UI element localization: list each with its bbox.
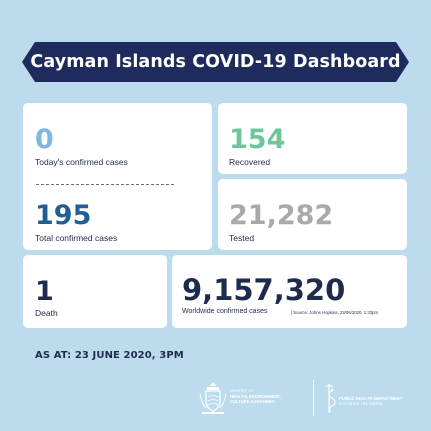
tested-value: 21,282 bbox=[229, 200, 334, 231]
divider bbox=[36, 184, 174, 185]
recovered-label: Recovered bbox=[229, 157, 271, 167]
phd-line-1: PUBLIC HEALTH DEPARTMENT bbox=[339, 396, 403, 401]
worldwide-source: | Source: Johns Hopkins, 23/06/2020, 1:3… bbox=[291, 310, 379, 315]
ministry-name: MINISTRY OF HEALTH, ENVIRONMENT, CULTURE… bbox=[230, 389, 281, 404]
tested-label: Tested bbox=[229, 233, 255, 243]
ministry-line-2: HEALTH, ENVIRONMENT, bbox=[230, 394, 281, 399]
caduceus-icon bbox=[324, 384, 336, 413]
page-title: Cayman Islands COVID-19 Dashboard bbox=[30, 52, 401, 72]
death-value: 1 bbox=[35, 276, 54, 307]
total-confirmed-value: 195 bbox=[35, 200, 92, 231]
confirmed-cases-card bbox=[23, 103, 212, 250]
worldwide-label: Worldwide confirmed cases bbox=[182, 308, 268, 315]
recovered-card bbox=[218, 103, 407, 174]
ministry-logo bbox=[198, 380, 228, 416]
phd-logo bbox=[322, 382, 336, 414]
ministry-line-3: CULTURE & HOUSING bbox=[230, 399, 275, 404]
ministry-line-1: MINISTRY OF bbox=[230, 389, 254, 393]
total-confirmed-label: Total confirmed cases bbox=[35, 233, 118, 243]
today-confirmed-label: Today's confirmed cases bbox=[35, 157, 128, 167]
logo-divider bbox=[313, 380, 314, 416]
phd-line-2: CAYMAN ISLANDS bbox=[339, 401, 383, 406]
banner-shape bbox=[22, 42, 409, 82]
death-card bbox=[23, 255, 167, 328]
worldwide-value: 9,157,320 bbox=[182, 273, 346, 307]
recovered-value: 154 bbox=[229, 124, 286, 155]
title-banner: Cayman Islands COVID-19 Dashboard bbox=[22, 42, 409, 82]
tested-card bbox=[218, 179, 407, 250]
phd-name: PUBLIC HEALTH DEPARTMENT CAYMAN ISLANDS bbox=[339, 396, 402, 406]
as-at-date: AS AT: 23 JUNE 2020, 3PM bbox=[35, 350, 184, 361]
today-confirmed-value: 0 bbox=[35, 124, 54, 155]
worldwide-card bbox=[172, 255, 407, 328]
death-label: Death bbox=[35, 308, 58, 318]
coat-of-arms-icon bbox=[199, 382, 227, 414]
